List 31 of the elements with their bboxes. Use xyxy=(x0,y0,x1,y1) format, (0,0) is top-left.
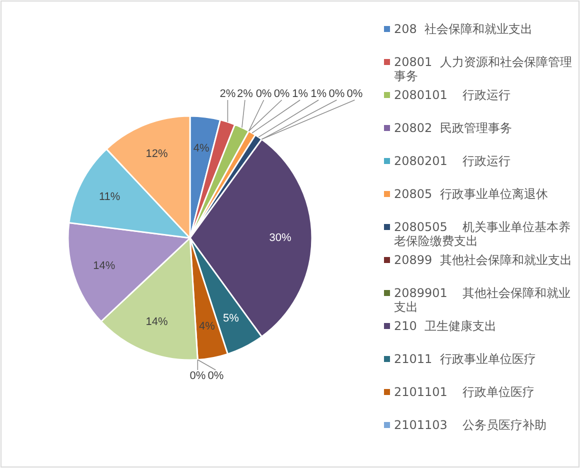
legend-label: 2089901 其他社会保障和就业支出 xyxy=(394,286,572,314)
data-label: 1% xyxy=(310,88,327,100)
text: 0% xyxy=(328,88,345,100)
data-label: 30% xyxy=(269,232,292,244)
data-label: 11% xyxy=(98,191,120,204)
legend-label: 21011 行政事业单位医疗 xyxy=(394,352,537,366)
text: 0% xyxy=(346,88,363,100)
legend-label: 208 社会保障和就业支出 xyxy=(394,22,534,36)
legend-label: 2101101 行政单位医疗 xyxy=(394,385,536,399)
legend-label: 20801 人力资源和社会保障管理事务 xyxy=(394,55,573,83)
data-label: 12% xyxy=(146,148,168,160)
text: 0% xyxy=(256,88,272,100)
legend-label: 210 卫生健康支出 xyxy=(394,319,498,333)
data-label: 2% xyxy=(220,88,236,100)
data-label: 4% xyxy=(198,320,216,333)
text: 0% xyxy=(190,370,206,382)
legend-label: 2080201 行政运行 xyxy=(394,154,512,168)
legend-label: 20805 行政事业单位离退休 xyxy=(394,187,549,201)
data-label: 14% xyxy=(146,316,168,328)
data-label: 1% xyxy=(292,88,308,100)
legend-label: 2080101 行政运行 xyxy=(394,88,512,102)
legend-label: 2101103 公务员医疗补助 xyxy=(394,418,548,432)
text: 0% xyxy=(208,370,224,382)
legend-label: 20899 其他社会保障和就业支出 xyxy=(394,253,573,267)
legend-label: 2080505 机关事业单位基本养老保险缴费支出 xyxy=(394,220,572,248)
data-label: 14% xyxy=(93,260,116,272)
text: 0% xyxy=(274,88,290,100)
legend-label: 20802 民政管理事务 xyxy=(394,121,513,135)
data-label: 2% xyxy=(236,88,254,100)
data-label: 5% xyxy=(223,312,240,324)
data-label: 4% xyxy=(193,142,210,154)
